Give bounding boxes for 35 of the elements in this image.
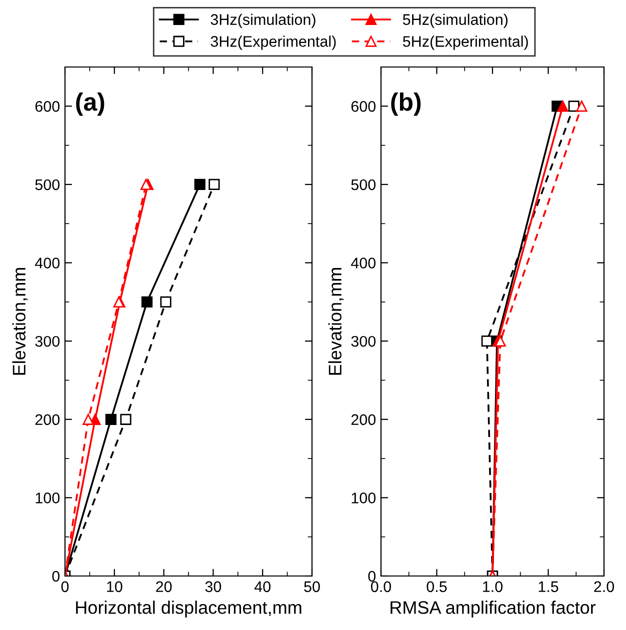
x-tick-label: 1.0 (483, 581, 503, 592)
legend-label: 5Hz(simulation) (402, 14, 508, 28)
y-tick-label: 200 (35, 414, 60, 426)
y-tick-label: 600 (35, 101, 60, 112)
x-tick-label: 10 (107, 581, 122, 592)
y-tick-label: 400 (351, 258, 376, 268)
y-tick-label: 300 (35, 336, 60, 347)
legend-label: 3Hz(Experimental) (210, 36, 336, 50)
annotation: (a) (76, 92, 104, 116)
x-tick-label: 50 (304, 581, 320, 592)
y-tick-label: 600 (351, 101, 376, 112)
x-axis-title: Horizontal displacement,mm (76, 600, 302, 618)
x-tick-label: 0 (61, 581, 69, 592)
y-tick-label: 300 (351, 336, 376, 347)
y-tick-label: 100 (36, 492, 60, 504)
legend-label: 3Hz(simulation) (210, 14, 316, 28)
x-tick-label: 0.0 (370, 581, 392, 592)
y-tick-label: 500 (35, 179, 60, 190)
annotation: (b) (391, 92, 421, 116)
x-tick-label: 0.5 (426, 581, 447, 592)
y-tick-label: 500 (351, 179, 376, 190)
x-tick-label: 2.0 (594, 581, 614, 592)
x-tick-label: 20 (156, 581, 172, 592)
x-tick-label: 1.5 (538, 581, 558, 592)
y-axis-title: Elevation,mm (328, 268, 344, 375)
y-tick-label: 0 (368, 570, 376, 582)
x-axis-title: RMSA amplification factor (390, 600, 596, 618)
x-tick-label: 30 (205, 581, 222, 592)
y-tick-label: 400 (35, 258, 60, 268)
y-tick-label: 200 (351, 414, 376, 426)
y-axis-title: Elevation,mm (12, 268, 28, 375)
y-tick-label: 100 (352, 492, 376, 504)
y-tick-label: 0 (52, 570, 60, 582)
x-tick-label: 40 (254, 581, 270, 592)
legend-label: 5Hz(Experimental) (402, 36, 528, 50)
